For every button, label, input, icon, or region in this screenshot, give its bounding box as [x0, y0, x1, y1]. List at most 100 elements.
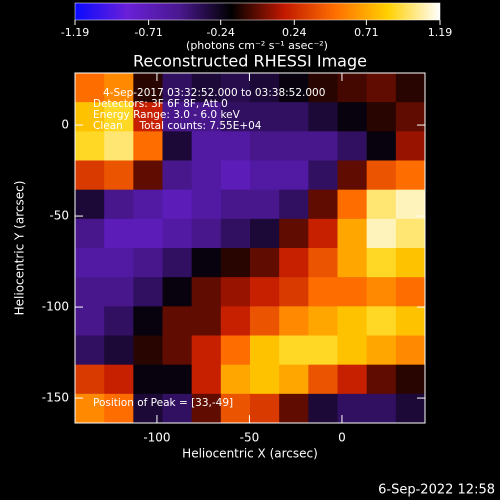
image-cell [337, 364, 368, 395]
colorbar-tick-label: 0.24 [282, 26, 307, 39]
image-cell [366, 160, 397, 191]
image-cell [308, 160, 338, 191]
annotation: Energy Range: 3.0 - 6.0 keV [93, 109, 241, 121]
image-cell [133, 73, 163, 103]
image-cell [104, 364, 134, 395]
image-cell [250, 73, 280, 103]
y-tick-label: -150 [42, 391, 69, 405]
x-tick-label: -50 [240, 431, 260, 445]
image-cell [250, 102, 280, 132]
image-cell [250, 160, 280, 191]
image-cell [366, 131, 397, 161]
image-cell [75, 102, 105, 132]
image-cell [104, 306, 134, 336]
image-cell [308, 131, 338, 161]
image-cell [104, 335, 134, 366]
colorbar-label: (photons cm⁻² s⁻¹ asec⁻²) [186, 39, 328, 52]
annotation: Detectors: 3F 6F 8F, Att 0 [93, 98, 228, 110]
image-cell [308, 189, 338, 220]
image-cell [395, 102, 426, 132]
image-cell [366, 218, 397, 249]
image-cell [395, 218, 426, 249]
colorbar-tick-label: 1.19 [428, 26, 453, 39]
image-cell [133, 160, 163, 191]
image-cell [220, 160, 251, 191]
image-cell [75, 189, 105, 220]
image-cell [395, 131, 426, 161]
image-cell [366, 335, 397, 366]
image-cell [133, 218, 163, 249]
image-cell [395, 189, 426, 220]
image-cell [366, 189, 397, 220]
image-cell [75, 277, 105, 307]
x-tick-label: 0 [338, 431, 346, 445]
image-cell [308, 277, 338, 307]
annotation: Clean Total counts: 7.55E+04 [93, 120, 262, 132]
y-tick-label: -100 [42, 300, 69, 314]
image-cell [366, 306, 397, 336]
image-cell [220, 218, 251, 249]
x-axis-label: Heliocentric X (arcsec) [182, 447, 318, 461]
image-cell [75, 218, 105, 249]
image-cell [279, 393, 309, 424]
image-cell [133, 364, 163, 395]
image [75, 73, 426, 424]
image-cell [133, 306, 163, 336]
image-cell [162, 218, 193, 249]
image-cell [395, 277, 426, 307]
image-cell [308, 248, 338, 278]
y-tick-label: 0 [61, 118, 69, 132]
image-cell [250, 277, 280, 307]
image-cell [337, 248, 368, 278]
image-cell [104, 131, 134, 161]
image-cell [104, 393, 134, 424]
image-cell [279, 277, 309, 307]
image-cell [308, 364, 338, 395]
image-cell [162, 306, 193, 336]
image-cell [220, 248, 251, 278]
image-cell [191, 131, 222, 161]
image-cell [191, 189, 222, 220]
image-cell [191, 248, 222, 278]
image-cell [133, 248, 163, 278]
image-cell [104, 189, 134, 220]
image-cell [308, 102, 338, 132]
colorbar [74, 2, 441, 21]
image-cell [308, 218, 338, 249]
colorbar-tick-label: -0.24 [206, 26, 234, 39]
annotation: 4-Sep-2017 03:32:52.000 to 03:38:52.000 [103, 87, 325, 99]
image-cell [366, 248, 397, 278]
image-cell [162, 73, 193, 103]
image-cell [279, 248, 309, 278]
image-cell [279, 335, 309, 366]
image-cell [337, 160, 368, 191]
image-cell [337, 102, 368, 132]
plot-frame [74, 72, 426, 424]
image-cell [279, 218, 309, 249]
image-cell [395, 364, 426, 395]
image-cell [220, 102, 251, 132]
image-cell [75, 160, 105, 191]
colorbar-tick-label: 0.71 [354, 26, 379, 39]
image-cell [279, 189, 309, 220]
image-cell [337, 335, 368, 366]
image-cell [250, 131, 280, 161]
image-cell [162, 364, 193, 395]
colorbar-tick-label: -0.71 [134, 26, 162, 39]
image-cell [191, 335, 222, 366]
image-cell [162, 248, 193, 278]
image-cell [279, 73, 309, 103]
footer: 6-Sep-2022 12:58 [378, 483, 495, 498]
image-cell [366, 364, 397, 395]
image-cell [162, 102, 193, 132]
image-cell [191, 364, 222, 395]
image-cell [162, 277, 193, 307]
image-cell [191, 218, 222, 249]
image-cell [220, 277, 251, 307]
image-cell [162, 160, 193, 191]
image-cell [75, 306, 105, 336]
image-cell [75, 131, 105, 161]
image-cell [191, 160, 222, 191]
image-cell [337, 306, 368, 336]
